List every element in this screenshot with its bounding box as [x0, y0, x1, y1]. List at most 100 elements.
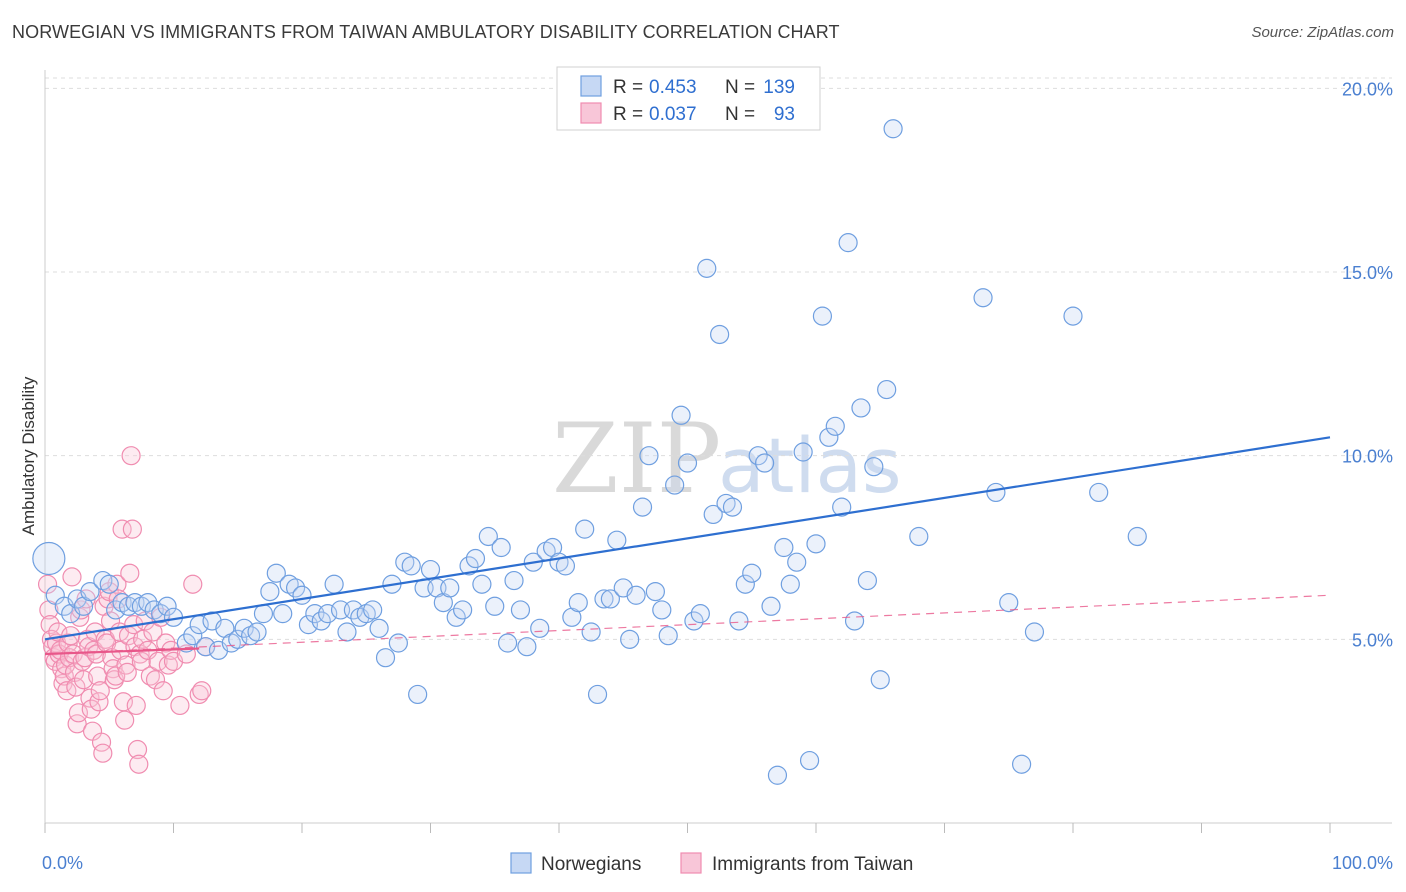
point-norwegians [838, 233, 858, 253]
legend-bottom-label-norwegians: Norwegians [541, 854, 641, 875]
point-norwegians [1089, 482, 1109, 503]
point-taiwan [170, 695, 190, 716]
point-norwegians [285, 578, 306, 598]
point-norwegians [106, 600, 126, 620]
point-norwegians [491, 537, 511, 558]
point-taiwan [52, 659, 72, 679]
point-taiwan [192, 681, 212, 701]
point-norwegians [157, 596, 177, 616]
point-norwegians [857, 570, 878, 591]
legend-n-label-2: N = [725, 104, 755, 125]
point-taiwan [115, 710, 135, 730]
point-norwegians [401, 556, 421, 576]
point-norwegians [870, 670, 890, 690]
x-tick-label-max: 100.0% [1332, 853, 1393, 873]
point-norwegians [1063, 306, 1083, 326]
point-norwegians [652, 600, 672, 620]
point-norwegians [1011, 754, 1032, 774]
point-norwegians [228, 629, 248, 649]
point-norwegians [639, 446, 659, 466]
point-norwegians [485, 596, 505, 616]
point-taiwan [129, 754, 149, 774]
point-norwegians [93, 570, 113, 591]
legend-n-value-1: 139 [763, 77, 795, 98]
point-taiwan [148, 651, 168, 671]
point-taiwan [117, 662, 137, 683]
point-taiwan [131, 651, 151, 671]
point-norwegians [748, 446, 768, 466]
point-norwegians [909, 526, 929, 547]
point-taiwan [121, 446, 141, 466]
point-norwegians [883, 119, 903, 139]
point-norwegians [877, 379, 897, 400]
point-norwegians [999, 593, 1019, 613]
point-norwegians [722, 497, 743, 517]
point-norwegians [530, 618, 550, 638]
legend-swatch-norwegians [580, 75, 602, 97]
point-norwegians [703, 504, 723, 525]
point-taiwan [153, 681, 173, 701]
point-norwegians [645, 581, 665, 602]
point-norwegians [375, 648, 396, 668]
point-norwegians [716, 493, 736, 514]
point-taiwan [183, 574, 203, 594]
point-norwegians [324, 574, 344, 594]
point-norwegians [131, 596, 151, 616]
point-norwegians [671, 405, 691, 425]
point-taiwan [37, 574, 58, 594]
point-norwegians [517, 637, 537, 657]
point-norwegians [793, 442, 813, 462]
chart-title: NORWEGIAN VS IMMIGRANTS FROM TAIWAN AMBU… [12, 22, 840, 42]
point-taiwan [116, 655, 136, 675]
legend-bottom-swatch-norwegians [510, 852, 532, 874]
point-norwegians [408, 684, 428, 705]
point-norwegians [510, 600, 531, 620]
watermark-atlas: atlas [718, 421, 902, 510]
series-norwegians [32, 119, 1147, 785]
point-norwegians [684, 611, 704, 631]
point-taiwan [126, 695, 146, 716]
legend-r-label-2: R = [613, 104, 643, 125]
point-norwegians [742, 563, 762, 583]
point-norwegians [478, 526, 498, 547]
point-norwegians [780, 574, 800, 594]
legend-bottom-label-taiwan: Immigrants from Taiwan [712, 854, 913, 875]
legend-r-label-1: R = [613, 77, 643, 98]
point-taiwan [120, 563, 140, 583]
point-norwegians [825, 416, 845, 436]
point-norwegians [986, 482, 1006, 503]
point-norwegians [767, 765, 788, 785]
y-tick-labels: 5.0% 10.0% 15.0% 20.0% [1342, 79, 1393, 650]
point-taiwan [68, 703, 89, 723]
point-norwegians [677, 453, 698, 473]
point-norwegians [459, 556, 479, 576]
point-norwegians [504, 570, 524, 591]
point-norwegians [292, 585, 312, 605]
point-norwegians [761, 596, 781, 616]
point-norwegians [369, 618, 389, 638]
point-norwegians [568, 593, 588, 613]
point-norwegians [729, 611, 749, 631]
point-norwegians [32, 541, 66, 576]
point-norwegians [151, 604, 171, 624]
series-immigrants-from-taiwan [37, 446, 216, 774]
point-norwegians [453, 600, 473, 620]
point-norwegians [632, 497, 653, 517]
point-norwegians [337, 622, 357, 642]
point-norwegians [607, 530, 627, 550]
point-norwegians [697, 258, 717, 278]
point-taiwan [145, 670, 166, 690]
point-norwegians [600, 589, 621, 609]
point-norwegians [498, 633, 518, 653]
point-norwegians [1127, 526, 1147, 547]
point-norwegians [311, 611, 331, 631]
point-taiwan [189, 684, 209, 705]
point-norwegians [973, 288, 993, 308]
legend-r-value-2: 0.037 [649, 104, 697, 125]
point-norwegians [799, 750, 820, 771]
y-tick-label: 5.0% [1352, 630, 1393, 650]
point-norwegians [806, 534, 826, 554]
point-norwegians [851, 398, 871, 418]
legend-bottom: Norwegians Immigrants from Taiwan [510, 852, 913, 875]
point-taiwan [66, 677, 86, 697]
